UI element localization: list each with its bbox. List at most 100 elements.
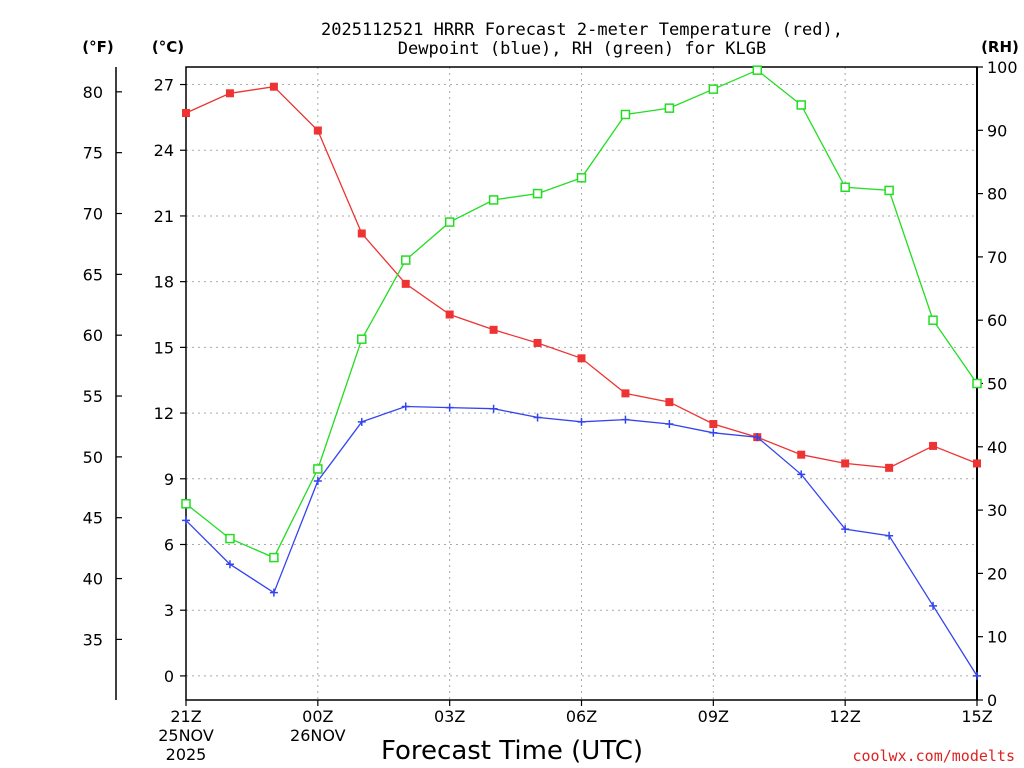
celsius-tick-label: 18 [154, 273, 174, 292]
temperature-point [401, 279, 410, 288]
rh-point [313, 464, 323, 474]
celsius-tick-label: 0 [164, 667, 174, 686]
rh-point [576, 173, 587, 183]
dewpoint-point [225, 560, 234, 569]
celsius-tick-label: 15 [154, 338, 174, 357]
rh-point [796, 100, 806, 110]
dewpoint-point [753, 433, 762, 442]
chart-title-line1: 2025112521 HRRR Forecast 2-meter Tempera… [321, 20, 843, 40]
fahrenheit-unit-label: (°F) [82, 38, 113, 56]
fahrenheit-tick-label: 60 [83, 326, 103, 345]
rh-unit-label: (RH) [981, 38, 1019, 56]
rh-tick-label: 40 [987, 438, 1007, 457]
dewpoint-point [401, 402, 410, 411]
rh-point [664, 103, 675, 113]
celsius-tick-label: 3 [164, 601, 174, 620]
rh-tick-label: 50 [987, 375, 1007, 394]
dewpoint-point [621, 415, 630, 424]
rh-tick-label: 30 [987, 501, 1007, 520]
rh-point [444, 217, 455, 227]
temperature-point [533, 338, 542, 347]
rh-tick-label: 70 [987, 248, 1007, 267]
rh-point [400, 255, 411, 265]
dewpoint-point [489, 404, 498, 413]
celsius-tick-label: 12 [154, 404, 174, 423]
plot-frame [185, 66, 978, 701]
series-group [181, 65, 982, 680]
temperature-point [929, 441, 938, 450]
temperature-point [357, 229, 366, 238]
dewpoint-point [973, 671, 981, 680]
credit-text: coolwx.com/modelts [852, 747, 1015, 765]
rh-tick-label: 10 [987, 628, 1007, 647]
dewpoint-point [269, 588, 278, 597]
dewpoint-point [709, 428, 718, 437]
rh-point [972, 378, 982, 389]
fahrenheit-tick-label: 70 [83, 205, 103, 224]
celsius-tick-label: 6 [164, 535, 174, 554]
x-tick-label: 06Z [566, 707, 597, 726]
celsius-tick-label: 21 [154, 207, 174, 226]
x-tick-label: 15Z [961, 707, 992, 726]
celsius-tick-label: 9 [164, 470, 174, 489]
rh-point [488, 195, 499, 205]
celsius-tick-label: 27 [154, 76, 174, 95]
x-tick-year: 2025 [166, 745, 207, 764]
temperature-point [973, 459, 981, 468]
tick-labels: 0 3 6 9 12 15 18 21 24 27 35 40 45 50 55 60 65 70 75 80 0 10 2… [83, 58, 1018, 764]
dewpoint-point [665, 420, 674, 429]
x-tick-label: 03Z [434, 707, 465, 726]
dewpoint-point [577, 417, 586, 426]
temperature-point [225, 89, 234, 98]
rh-point [708, 84, 719, 94]
temperature-point [665, 398, 674, 407]
grid-lines [186, 67, 977, 700]
rh-tick-label: 0 [987, 691, 997, 710]
x-tick-date: 26NOV [290, 726, 346, 745]
temperature-point [841, 459, 850, 468]
rh-point [225, 533, 235, 544]
rh-point [181, 499, 191, 509]
rh-point [840, 182, 850, 193]
dewpoint-point [313, 476, 322, 485]
rh-point [752, 65, 763, 75]
celsius-unit-label: (°C) [152, 38, 184, 56]
rh-point [357, 334, 367, 344]
temperature-point [182, 108, 190, 117]
fahrenheit-tick-label: 35 [83, 630, 103, 649]
rh-tick-label: 60 [987, 311, 1007, 330]
fahrenheit-tick-label: 40 [83, 570, 103, 589]
x-tick-label: 00Z [302, 707, 333, 726]
dewpoint-point [885, 531, 894, 540]
fahrenheit-tick-label: 55 [83, 387, 103, 406]
temperature-point [445, 310, 454, 319]
celsius-tick-label: 24 [154, 141, 174, 160]
x-tick-label: 09Z [698, 707, 729, 726]
dewpoint-point [929, 601, 938, 610]
dewpoint-point [797, 470, 806, 479]
dewpoint-point [357, 417, 366, 426]
x-tick-date: 25NOV [158, 726, 214, 745]
temperature-point [885, 463, 894, 472]
dewpoint-point [841, 525, 850, 534]
dewpoint-point [533, 413, 542, 422]
fahrenheit-tick-label: 50 [83, 448, 103, 467]
temperature-point [797, 450, 806, 459]
rh-point [532, 188, 543, 199]
temperature-point [269, 82, 278, 91]
temperature-point [577, 354, 586, 363]
chart-title-line2: Dewpoint (blue), RH (green) for KLGB [398, 39, 766, 59]
rh-point [884, 185, 894, 196]
dewpoint-point [445, 403, 454, 412]
rh-point [620, 109, 631, 120]
temperature-point [313, 126, 322, 135]
temperature-point [709, 420, 718, 429]
rh-tick-label: 100 [987, 58, 1018, 77]
rh-tick-label: 80 [987, 185, 1007, 204]
dewpoint-point [182, 516, 190, 525]
fahrenheit-tick-label: 45 [83, 509, 103, 528]
temperature-point [621, 389, 630, 398]
fahrenheit-tick-label: 65 [83, 265, 103, 284]
x-tick-label: 12Z [830, 707, 861, 726]
rh-tick-label: 20 [987, 564, 1007, 583]
